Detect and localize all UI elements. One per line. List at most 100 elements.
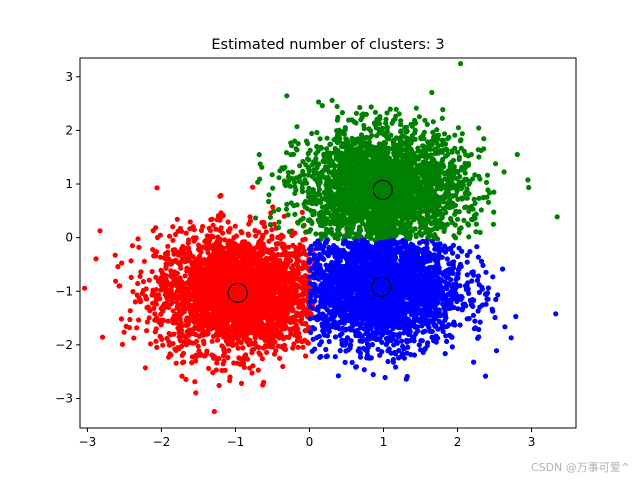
data-point (129, 243, 135, 249)
data-point (298, 244, 304, 250)
data-point (247, 214, 253, 220)
data-point (357, 104, 363, 111)
data-point (448, 215, 454, 222)
data-point (273, 301, 280, 307)
data-point (197, 246, 203, 252)
data-point (151, 305, 157, 311)
data-point (174, 288, 180, 294)
data-point (334, 103, 340, 110)
data-point (324, 146, 330, 152)
data-point (184, 290, 190, 296)
data-point (180, 294, 186, 300)
data-point (211, 408, 217, 415)
data-point (296, 253, 302, 259)
data-point (163, 265, 169, 271)
data-point (205, 250, 211, 256)
data-point (300, 344, 306, 350)
data-point (226, 311, 232, 317)
data-point (225, 274, 232, 280)
data-point (178, 338, 184, 344)
data-point (234, 360, 240, 366)
data-point (251, 346, 257, 352)
data-point (295, 326, 301, 332)
data-point (200, 332, 206, 338)
data-point (248, 274, 254, 280)
data-point (247, 218, 254, 224)
data-point (501, 169, 507, 175)
data-point (299, 321, 305, 327)
data-point (161, 286, 167, 292)
data-point (240, 358, 246, 364)
data-point (180, 243, 186, 250)
data-point (298, 278, 304, 284)
data-point (296, 334, 303, 340)
data-point (187, 219, 193, 225)
data-point (190, 254, 196, 260)
data-point (339, 110, 345, 116)
data-point (270, 204, 276, 210)
data-point (269, 227, 275, 233)
data-point (82, 285, 88, 291)
data-point (252, 327, 258, 333)
data-point (225, 354, 231, 361)
data-points (82, 61, 560, 415)
data-point (219, 343, 225, 349)
data-point (153, 253, 159, 259)
data-point (292, 138, 298, 144)
data-point (245, 323, 251, 329)
data-point (260, 382, 266, 388)
data-point (193, 235, 199, 241)
data-point (412, 130, 418, 136)
data-point (203, 318, 209, 324)
data-point (303, 338, 309, 344)
data-point (256, 316, 262, 322)
data-point (324, 135, 330, 141)
data-point (264, 306, 270, 312)
data-point (214, 239, 220, 246)
data-point (241, 336, 247, 342)
data-point (279, 299, 285, 305)
data-point (248, 288, 254, 294)
data-point (466, 234, 472, 240)
data-point (273, 241, 279, 247)
data-point (291, 267, 297, 273)
data-point (265, 300, 271, 306)
chart-title: Estimated number of clusters: 3 (211, 37, 444, 53)
data-point (452, 202, 459, 208)
data-point (245, 270, 251, 276)
data-point (290, 307, 296, 313)
data-point (153, 287, 159, 293)
data-point (267, 275, 273, 282)
data-point (269, 308, 275, 314)
data-point (187, 276, 193, 282)
data-point (223, 302, 229, 308)
data-point (221, 350, 228, 356)
data-point (209, 338, 215, 344)
data-point (183, 322, 189, 328)
data-point (192, 304, 198, 311)
data-point (246, 342, 252, 348)
data-point (214, 264, 220, 270)
data-point (170, 224, 176, 230)
data-point (402, 125, 408, 131)
data-point (123, 323, 129, 329)
data-point (288, 258, 294, 264)
data-point (300, 223, 306, 229)
data-point (259, 233, 266, 239)
data-point (461, 217, 467, 223)
data-point (207, 237, 213, 243)
data-point (266, 340, 272, 346)
data-point (200, 280, 206, 286)
data-point (300, 303, 306, 309)
data-point (274, 278, 280, 284)
data-point (281, 324, 287, 330)
data-point (213, 247, 219, 253)
data-point (213, 226, 219, 232)
data-point (269, 336, 275, 342)
data-point (234, 316, 240, 322)
data-point (478, 207, 484, 213)
data-point (473, 229, 479, 235)
data-point (260, 241, 266, 247)
data-point (269, 253, 275, 259)
data-point (186, 330, 192, 336)
